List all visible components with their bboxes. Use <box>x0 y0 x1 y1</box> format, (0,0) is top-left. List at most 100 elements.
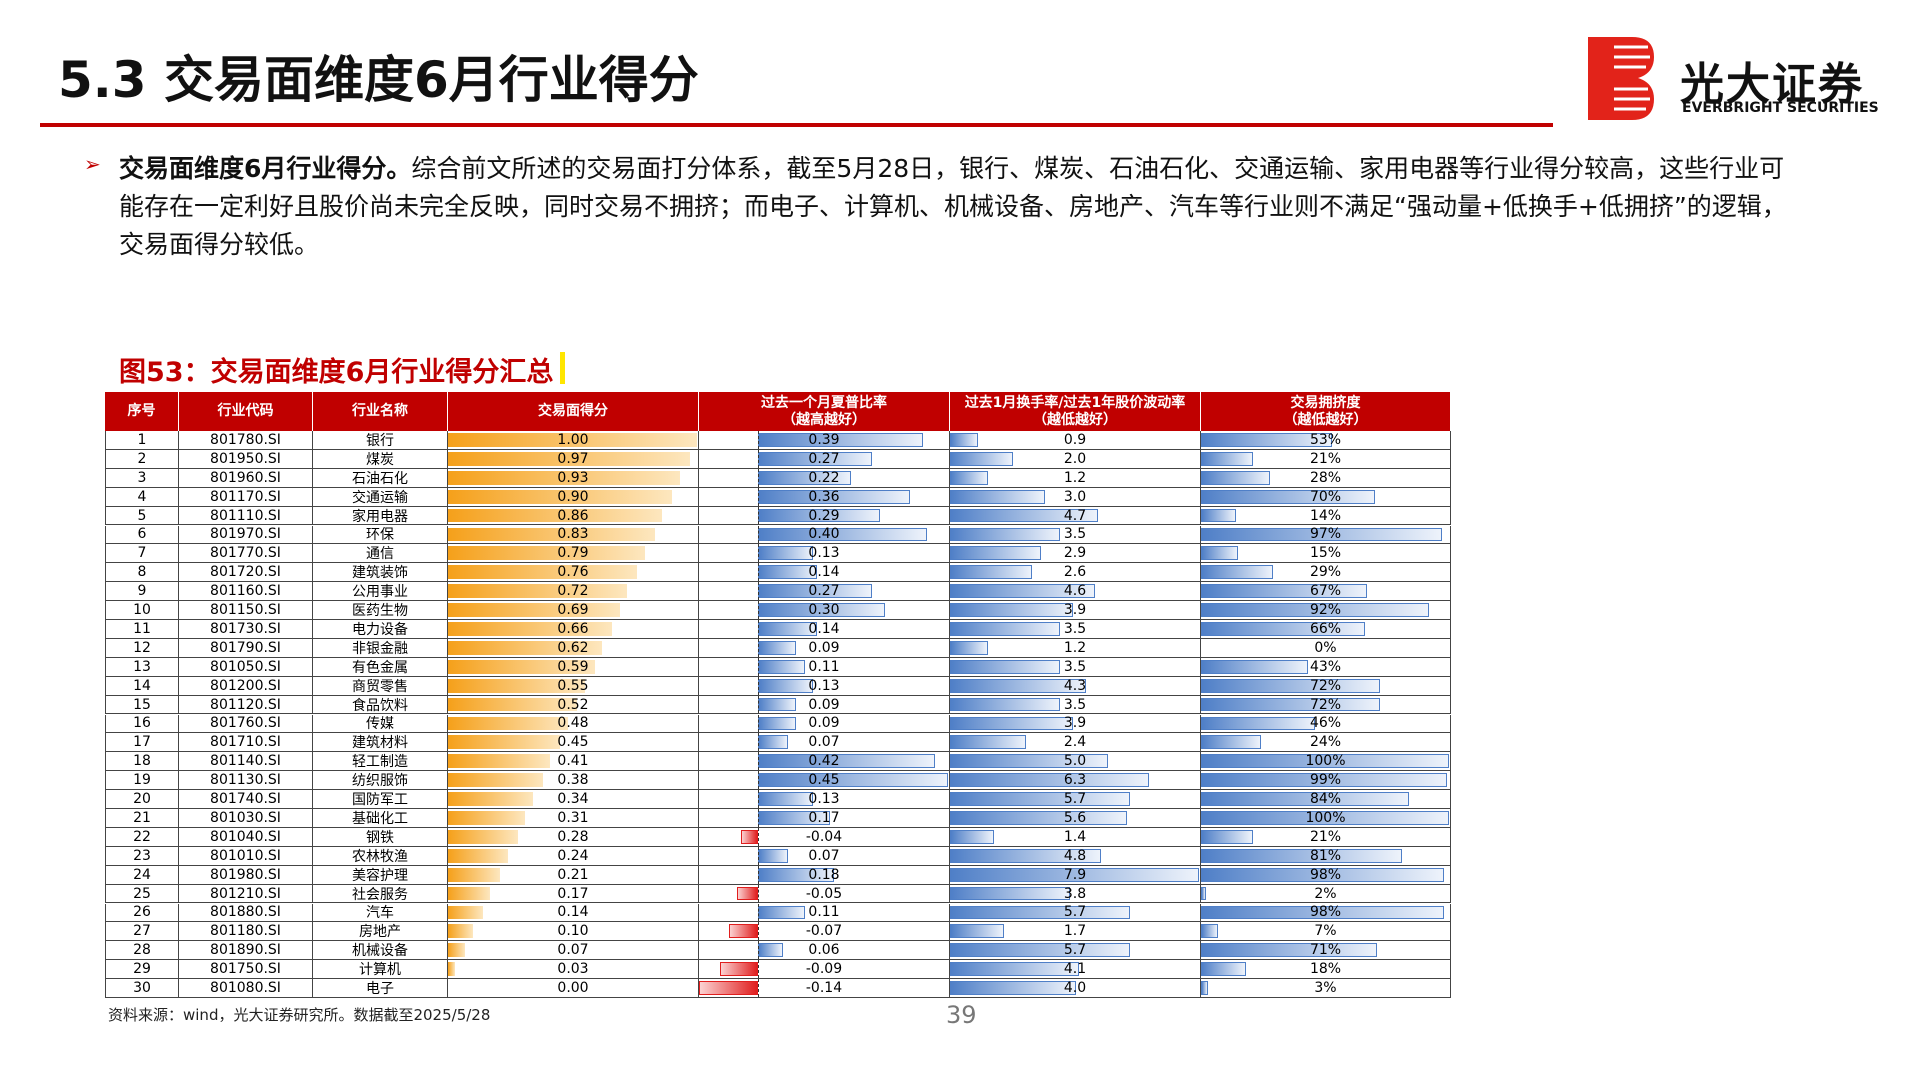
table-cell: 0.34 <box>448 790 699 809</box>
cell-text: 22 <box>133 828 151 845</box>
table-cell: 19 <box>105 771 179 791</box>
cell-text: 基础化工 <box>352 810 408 827</box>
cell-text: 6.3 <box>1063 772 1087 789</box>
cell-text: 计算机 <box>359 962 401 979</box>
cell-text: 28% <box>1309 469 1342 486</box>
data-bar <box>950 678 1086 693</box>
cell-text: 0.59 <box>557 658 589 675</box>
logo-subtext: EVERBRIGHT SECURITIES <box>1682 100 1879 116</box>
table-cell: 建筑装饰 <box>313 563 448 583</box>
table-cell: 10 <box>105 601 179 620</box>
cell-text: 0.93 <box>557 469 589 486</box>
cell-text: 0.28 <box>557 828 589 845</box>
header-text: 过去一个月夏普比率 <box>761 394 887 411</box>
table-cell: 801880.SI <box>179 903 313 923</box>
header-text: 交易面得分 <box>538 403 608 419</box>
cell-text: 0.11 <box>808 904 840 921</box>
logo-mark <box>1588 37 1654 120</box>
table-cell: 0.90 <box>448 487 699 507</box>
cell-text: 0.45 <box>808 772 840 789</box>
data-bar <box>758 640 797 655</box>
table-cell: 16 <box>105 714 179 734</box>
table-cell: 食品饮料 <box>313 695 448 715</box>
zero-axis <box>758 790 760 808</box>
table-cell: 4 <box>105 487 179 507</box>
cell-text: 801040.SI <box>210 828 281 845</box>
cell-text: -0.05 <box>805 885 843 902</box>
data-bar <box>950 962 1080 977</box>
data-bar <box>448 678 585 693</box>
zero-axis <box>758 922 760 941</box>
table-cell: 53% <box>1201 431 1451 450</box>
table-cell: 801760.SI <box>179 714 313 734</box>
table-cell: 0.11 <box>699 657 950 677</box>
data-bar <box>950 508 1099 523</box>
cell-text: 0.90 <box>557 488 589 505</box>
cell-text: 7 <box>137 545 147 562</box>
cell-text: 10 <box>133 602 151 619</box>
cell-text: 0.17 <box>557 885 589 902</box>
table-cell: 传媒 <box>313 714 448 734</box>
table-cell: 2 <box>105 449 179 469</box>
cell-text: 建筑材料 <box>352 735 408 752</box>
data-bar <box>950 792 1130 806</box>
table-cell: 0.39 <box>699 431 950 450</box>
cell-text: 801760.SI <box>210 715 281 732</box>
cell-text: 0.31 <box>557 809 589 826</box>
cell-text: 70% <box>1309 488 1342 505</box>
data-bar <box>448 735 561 750</box>
data-bar <box>448 640 603 655</box>
cell-text: 801120.SI <box>210 696 281 713</box>
cell-text: 4.1 <box>1063 961 1087 978</box>
cell-text: 3.5 <box>1063 658 1087 675</box>
table-cell: 0.18 <box>699 865 950 885</box>
table-cell: 0.76 <box>448 563 699 583</box>
cell-text: 0.27 <box>808 450 840 467</box>
highlight <box>560 352 565 384</box>
table-cell: 70% <box>1201 487 1451 507</box>
table-cell: 0.40 <box>699 525 950 545</box>
cell-text: 0.30 <box>808 602 840 619</box>
cell-text: 交通运输 <box>352 489 408 506</box>
cell-text: 92% <box>1309 602 1342 619</box>
table-cell: 72% <box>1201 676 1451 696</box>
table-cell: 6.3 <box>950 771 1201 791</box>
table-cell: 5.7 <box>950 903 1201 923</box>
cell-text: 0.22 <box>808 469 840 486</box>
header-cell: 行业名称 <box>313 392 448 431</box>
table-cell: 81% <box>1201 846 1451 866</box>
table-cell: 18 <box>105 752 179 772</box>
data-bar <box>950 943 1130 958</box>
cell-text: 71% <box>1309 942 1342 959</box>
cell-text: 机械设备 <box>352 943 408 960</box>
cell-text: 26 <box>133 904 151 921</box>
cell-text: 801880.SI <box>210 904 281 921</box>
cell-text: 0.41 <box>557 753 589 770</box>
table-cell: 801120.SI <box>179 695 313 715</box>
cell-text: 801170.SI <box>210 488 281 505</box>
table-cell: 27 <box>105 922 179 942</box>
cell-text: 0.42 <box>808 753 840 770</box>
cell-text: 14% <box>1309 507 1342 524</box>
zero-axis <box>758 809 760 827</box>
cell-text: 18% <box>1309 961 1342 978</box>
data-bar <box>1201 678 1380 693</box>
zero-axis <box>758 903 760 922</box>
cell-text: 801960.SI <box>210 469 281 486</box>
table-cell: 3.8 <box>950 884 1201 904</box>
cell-text: -0.07 <box>805 923 843 940</box>
cell-text: 商贸零售 <box>352 678 408 695</box>
table-cell: 22 <box>105 827 179 847</box>
data-bar <box>950 470 988 485</box>
cell-text: 2.4 <box>1063 734 1087 751</box>
cell-text: 53% <box>1309 431 1342 448</box>
table-cell: 0.07 <box>448 941 699 961</box>
data-bar <box>448 829 518 844</box>
data-bar <box>758 433 923 447</box>
cell-text: 0.13 <box>808 791 840 808</box>
cell-text: 0.18 <box>808 866 840 883</box>
cell-text: 46% <box>1309 715 1342 732</box>
zero-axis <box>758 506 760 525</box>
cell-text: 0.03 <box>557 961 589 978</box>
data-bar <box>1201 489 1375 504</box>
